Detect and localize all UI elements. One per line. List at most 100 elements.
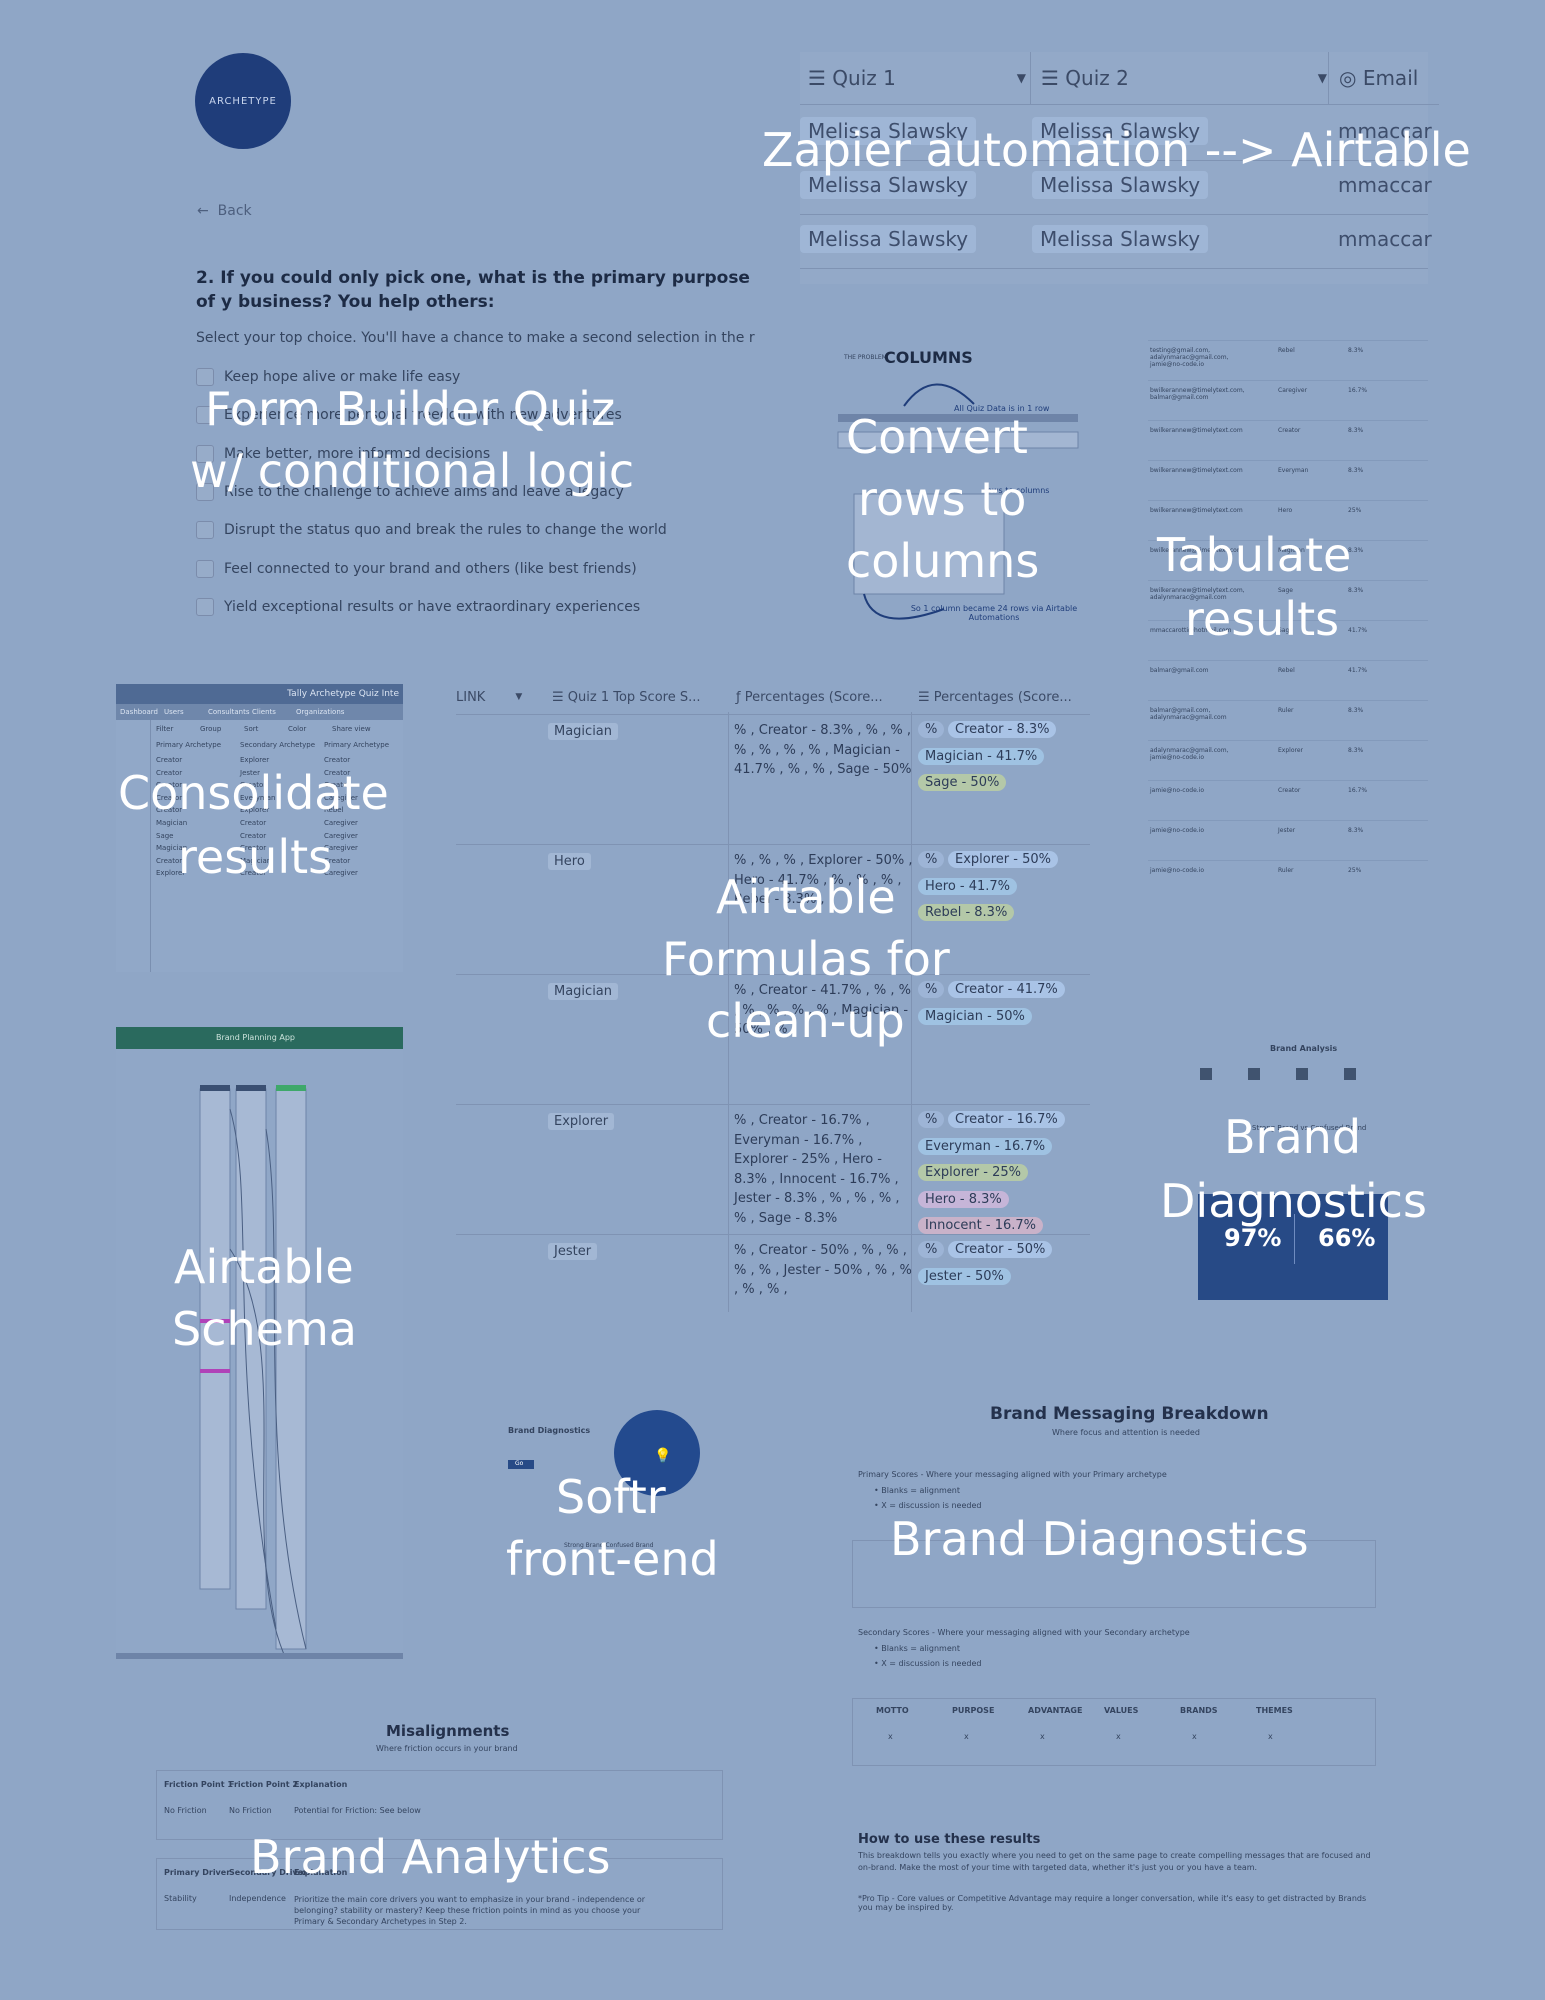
table-cell[interactable]: Creator xyxy=(240,819,267,827)
table-row[interactable]: balmar@gmail.com, adalynmarac@gmail.com R… xyxy=(1148,700,1428,739)
checkbox[interactable] xyxy=(196,521,214,540)
option-item[interactable]: Disrupt the status quo and break the rul… xyxy=(196,519,667,541)
table-cell[interactable]: Creator xyxy=(324,856,351,865)
toolbar-item[interactable]: Color xyxy=(288,725,307,733)
table-cell[interactable]: Jester xyxy=(240,768,260,777)
table-cell[interactable]: Creator xyxy=(156,768,183,777)
checkbox[interactable] xyxy=(196,368,214,386)
formula-result: % , Creator - 16.7% , Everyman - 16.7% ,… xyxy=(734,1113,900,1226)
header-percentages-formula[interactable]: ƒ Percentages (Score... xyxy=(736,682,906,712)
table-cell[interactable]: Sage xyxy=(156,831,174,840)
table-row[interactable]: Magician % , Creator - 41.7% , % , % , % … xyxy=(456,974,1090,1105)
column-header[interactable]: Secondary Archetype xyxy=(240,741,316,749)
how-to-text: This breakdown tells you exactly where y… xyxy=(858,1851,1371,1872)
table-cell[interactable]: Caregiver xyxy=(324,869,358,878)
option-item[interactable]: Rise to the challenge to achieve aims an… xyxy=(196,481,624,503)
table-cell[interactable]: Creator xyxy=(240,869,267,878)
cell-percentage: 8.3% xyxy=(1348,707,1364,714)
table-row[interactable]: bwilkerannew@timelytext.com, adalynmarac… xyxy=(1148,580,1428,619)
table-cell[interactable]: Caregiver xyxy=(324,831,358,840)
table-cell[interactable]: Rebel xyxy=(324,806,344,815)
nav-item[interactable]: Dashboard xyxy=(120,708,158,716)
header-percentages-tags[interactable]: ☰ Percentages (Score... xyxy=(918,682,1088,712)
cell-email[interactable]: mmaccar xyxy=(1338,173,1432,197)
table-cell[interactable]: Caregiver xyxy=(324,844,358,853)
table-cell[interactable]: Creator xyxy=(156,856,183,865)
cell-quiz2[interactable]: Melissa Slawsky xyxy=(1032,220,1209,258)
cell-email[interactable]: mmaccar xyxy=(1338,119,1432,143)
table-cell[interactable]: Explorer xyxy=(240,806,270,815)
table-cell[interactable]: Creator xyxy=(324,781,351,790)
table-cell[interactable]: Creator xyxy=(240,781,267,790)
table-row[interactable]: balmar@gmail.com Rebel 41.7% xyxy=(1148,660,1428,699)
table-row[interactable]: bwilkerannew@timelytext.com Everyman 8.3% xyxy=(1148,460,1428,499)
table-row[interactable]: Jester % , Creator - 50% , % , % , % , % … xyxy=(456,1234,1090,1313)
table-cell[interactable]: Creator xyxy=(324,768,351,777)
table-cell[interactable]: Creator xyxy=(240,844,267,853)
nav-item[interactable]: Organizations xyxy=(296,708,345,716)
cell-quiz1[interactable]: Melissa Slawsky xyxy=(800,112,977,150)
table-row[interactable]: testing@gmail.com, adalynmarac@gmail.com… xyxy=(1148,340,1428,379)
table-row[interactable]: Explorer % , Creator - 16.7% , Everyman -… xyxy=(456,1104,1090,1235)
column-header[interactable]: Primary Archetype xyxy=(324,741,390,749)
table-cell[interactable]: Creator xyxy=(156,806,183,815)
header-top-score[interactable]: ☰ Quiz 1 Top Score S... xyxy=(552,682,722,712)
table-row[interactable]: Magician % , Creator - 8.3% , % , % , % ,… xyxy=(456,714,1090,845)
table-cell[interactable]: Creator xyxy=(324,756,351,764)
table-cell[interactable]: Explorer xyxy=(156,869,186,878)
cell-email[interactable]: mmaccar xyxy=(1338,227,1432,251)
checkbox[interactable] xyxy=(196,559,214,578)
column-header-email[interactable]: ◎ Email xyxy=(1328,52,1439,105)
cell-email: balmar@gmail.com xyxy=(1150,667,1209,674)
column-header[interactable]: Primary Archetype xyxy=(156,741,222,749)
table-row[interactable]: adalynmarac@gmail.com, jamie@no-code.io E… xyxy=(1148,740,1428,779)
table-row[interactable]: jamie@no-code.io Ruler 25% xyxy=(1148,860,1428,899)
table-cell[interactable]: Caregiver xyxy=(324,793,358,802)
table-cell[interactable]: Magician xyxy=(156,844,188,853)
table-row[interactable]: mmaccarotti@hotmail.com Sage 41.7% xyxy=(1148,620,1428,659)
go-button[interactable]: Go xyxy=(508,1460,534,1469)
toolbar-item[interactable]: Sort xyxy=(244,725,259,733)
option-item[interactable]: Feel connected to your brand and others … xyxy=(196,558,637,580)
cell-quiz2[interactable]: Melissa Slawsky xyxy=(1032,166,1209,204)
cell-quiz1[interactable]: Melissa Slawsky xyxy=(800,166,977,204)
table-cell[interactable]: Creator xyxy=(240,831,267,840)
option-item[interactable]: Make better, more informed decisions xyxy=(196,443,490,465)
table-row[interactable]: jamie@no-code.io Creator 16.7% xyxy=(1148,780,1428,819)
table-row[interactable]: bwilkerannew@timelytext.com Creator 8.3% xyxy=(1148,420,1428,459)
table-row[interactable]: bwilkerannew@timelytext.com Magician 8.3% xyxy=(1148,540,1428,579)
option-item[interactable]: Yield exceptional results or have extrao… xyxy=(196,596,640,618)
table-row[interactable]: bwilkerannew@timelytext.com, balmar@gmai… xyxy=(1148,380,1428,419)
column-header-quiz2[interactable]: ☰ Quiz 2 ▼ xyxy=(1030,52,1339,105)
table-row[interactable]: bwilkerannew@timelytext.com Hero 25% xyxy=(1148,500,1428,539)
go-button-label: Go xyxy=(515,1460,524,1467)
table-row[interactable]: Hero % , % , % , Explorer - 50% , Hero - … xyxy=(456,844,1090,975)
table-cell[interactable]: Creator xyxy=(156,756,183,764)
toolbar-item[interactable]: Share view xyxy=(332,725,371,733)
checkbox[interactable] xyxy=(196,482,214,501)
checkbox[interactable] xyxy=(196,444,214,463)
table-cell[interactable]: Everyman xyxy=(240,793,276,802)
toolbar-item[interactable]: Filter xyxy=(156,725,174,733)
table-cell[interactable]: Magician xyxy=(156,819,188,827)
header-link[interactable]: LINK ▼ xyxy=(456,682,540,712)
column-header-quiz1[interactable]: ☰ Quiz 1 ▼ xyxy=(800,52,1038,105)
nav-item[interactable]: Consultants xyxy=(208,708,250,716)
table-row[interactable]: jamie@no-code.io Jester 8.3% xyxy=(1148,820,1428,859)
cell-quiz2[interactable]: Melissa Slawsky xyxy=(1032,112,1209,150)
record-pill: Melissa Slawsky xyxy=(1032,225,1209,253)
back-link[interactable]: ← Back xyxy=(197,203,252,219)
option-item[interactable]: Experience more personal freedom with ne… xyxy=(196,404,622,426)
checkbox[interactable] xyxy=(196,406,214,425)
nav-item[interactable]: Users xyxy=(164,708,184,716)
table-cell[interactable]: Caregiver xyxy=(324,819,358,827)
table-cell[interactable]: Explorer xyxy=(240,756,270,764)
table-cell[interactable]: Magician xyxy=(240,856,272,865)
nav-item[interactable]: Clients xyxy=(252,708,276,716)
toolbar-item[interactable]: Group xyxy=(200,725,222,733)
checkbox[interactable] xyxy=(196,597,214,616)
table-cell[interactable]: Creator xyxy=(156,793,183,802)
option-item[interactable]: Keep hope alive or make life easy xyxy=(196,366,460,388)
table-cell[interactable]: Creator xyxy=(156,781,183,790)
cell-quiz1[interactable]: Melissa Slawsky xyxy=(800,220,977,258)
